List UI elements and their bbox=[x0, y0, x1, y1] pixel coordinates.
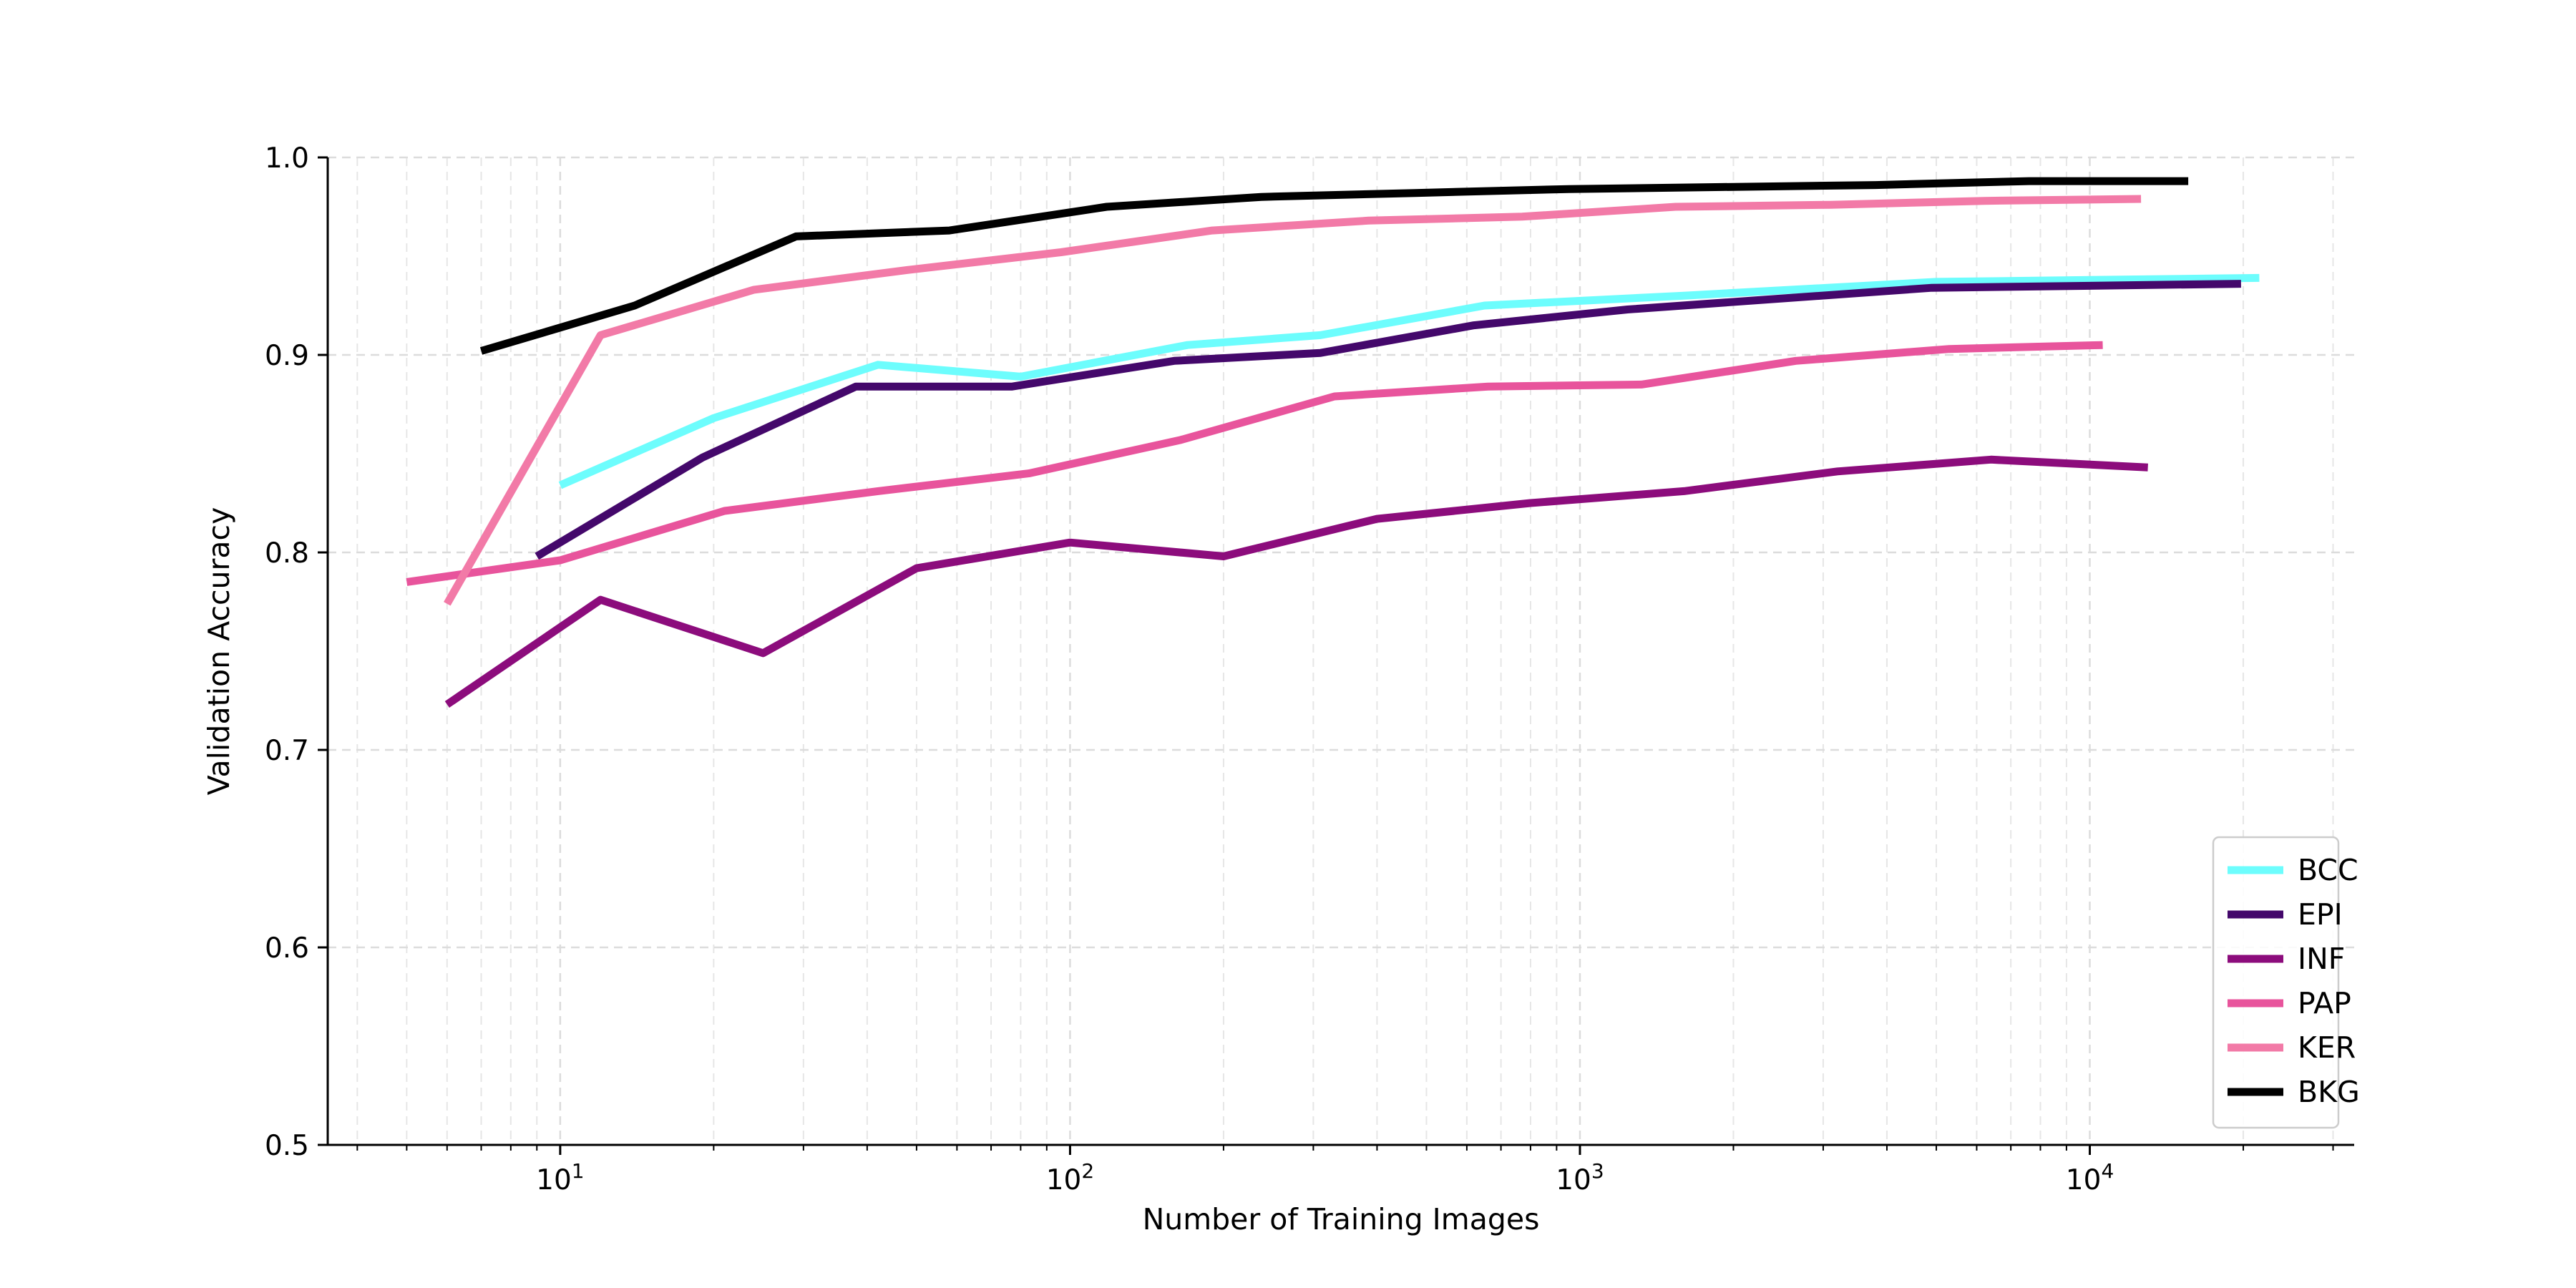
legend-label-pap: PAP bbox=[2298, 986, 2351, 1020]
series-lines bbox=[406, 177, 2260, 708]
x-tick-label: 101 bbox=[536, 1159, 584, 1196]
series-line-inf bbox=[444, 455, 2148, 708]
axes: Number of Training Images Validation Acc… bbox=[202, 142, 2354, 1236]
legend-label-epi: EPI bbox=[2298, 897, 2343, 932]
legend-label-bkg: BKG bbox=[2298, 1075, 2360, 1109]
y-tick-label: 0.9 bbox=[265, 340, 309, 372]
y-tick-label: 0.7 bbox=[265, 735, 309, 767]
series-line-bcc bbox=[558, 273, 2260, 489]
y-tick-label: 0.5 bbox=[265, 1130, 309, 1162]
legend-label-bcc: BCC bbox=[2298, 853, 2358, 887]
y-axis-label: Validation Accuracy bbox=[202, 507, 236, 796]
series-line-pap bbox=[406, 341, 2103, 586]
x-tick-label: 103 bbox=[1556, 1159, 1604, 1196]
x-axis-label: Number of Training Images bbox=[1143, 1202, 1540, 1236]
legend-label-inf: INF bbox=[2298, 942, 2345, 976]
grid bbox=[328, 156, 2354, 1146]
y-tick-label: 0.8 bbox=[265, 537, 309, 570]
legend: BCC EPI INF PAP KER BKG bbox=[2212, 836, 2360, 1129]
legend-label-ker: KER bbox=[2298, 1030, 2356, 1065]
x-tick-label: 104 bbox=[2066, 1159, 2114, 1196]
y-tick-label: 0.6 bbox=[265, 932, 309, 965]
x-tick-label: 102 bbox=[1046, 1159, 1094, 1196]
legend-box bbox=[2212, 836, 2340, 1129]
series-line-epi bbox=[535, 280, 2241, 560]
series-line-ker bbox=[444, 195, 2142, 606]
y-tick-label: 1.0 bbox=[265, 142, 309, 175]
series-line-bkg bbox=[479, 177, 2189, 355]
